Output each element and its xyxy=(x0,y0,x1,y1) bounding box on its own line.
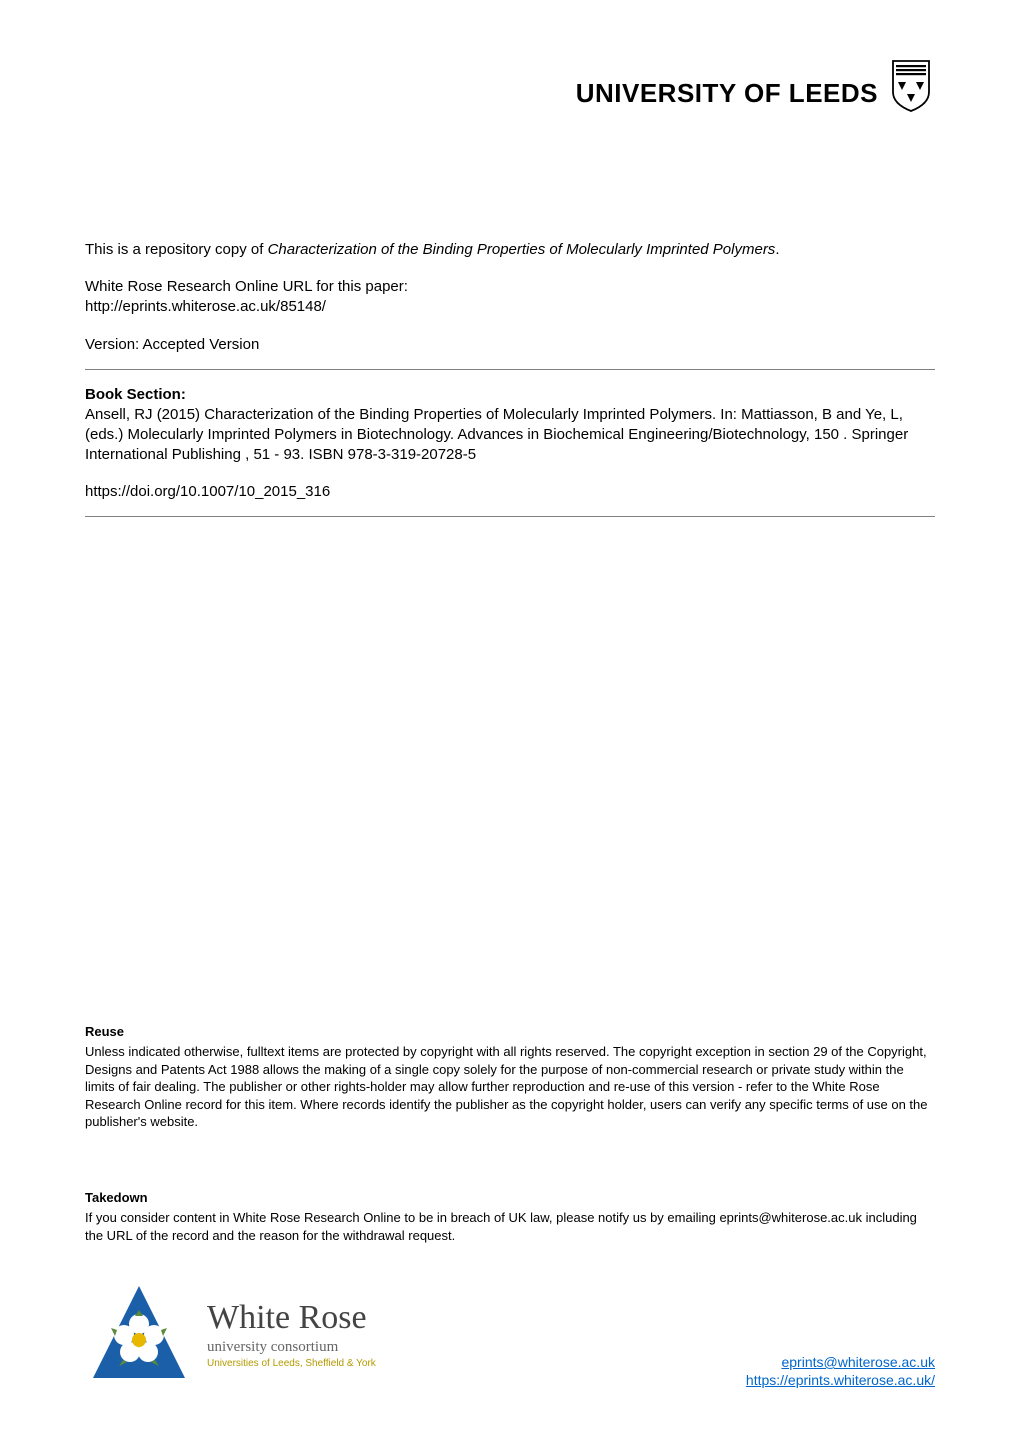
url-value: http://eprints.whiterose.ac.uk/85148/ xyxy=(85,297,935,317)
content-region: This is a repository copy of Characteriz… xyxy=(85,240,935,533)
section-body: Ansell, RJ (2015) Characterization of th… xyxy=(85,405,935,466)
leeds-shield-icon xyxy=(892,60,930,112)
footer-text-block: White Rose university consortium Univers… xyxy=(207,1299,376,1369)
white-rose-icon xyxy=(85,1280,193,1388)
reuse-body: Unless indicated otherwise, fulltext ite… xyxy=(85,1043,935,1131)
footer-links: eprints@whiterose.ac.uk https://eprints.… xyxy=(746,1354,935,1388)
intro-prefix: This is a repository copy of xyxy=(85,241,268,258)
university-logo-text: UNIVERSITY OF LEEDS xyxy=(576,80,878,106)
footer: White Rose university consortium Univers… xyxy=(85,1280,935,1388)
footer-logo-title: White Rose xyxy=(207,1299,376,1337)
section-heading: Book Section: xyxy=(85,386,935,403)
paper-title: Characterization of the Binding Properti… xyxy=(268,241,776,258)
footer-website-link[interactable]: https://eprints.whiterose.ac.uk/ xyxy=(746,1372,935,1388)
takedown-body: If you consider content in White Rose Re… xyxy=(85,1209,935,1244)
header: UNIVERSITY OF LEEDS xyxy=(576,60,930,112)
doi-link: https://doi.org/10.1007/10_2015_316 xyxy=(85,483,935,500)
reuse-section: Reuse Unless indicated otherwise, fullte… xyxy=(85,1024,935,1131)
version-label: Version: Accepted Version xyxy=(85,336,935,353)
intro-text: This is a repository copy of Characteriz… xyxy=(85,240,935,260)
footer-email-link[interactable]: eprints@whiterose.ac.uk xyxy=(781,1354,935,1370)
logo-text-container: UNIVERSITY OF LEEDS xyxy=(576,60,878,112)
footer-logo: White Rose university consortium Univers… xyxy=(85,1280,376,1388)
divider-bottom xyxy=(85,516,935,517)
footer-logo-tertiary: Universities of Leeds, Sheffield & York xyxy=(207,1358,376,1369)
divider-top xyxy=(85,369,935,370)
takedown-heading: Takedown xyxy=(85,1190,935,1205)
reuse-heading: Reuse xyxy=(85,1024,935,1039)
url-label: White Rose Research Online URL for this … xyxy=(85,278,935,295)
footer-logo-subtitle: university consortium xyxy=(207,1339,376,1356)
takedown-section: Takedown If you consider content in Whit… xyxy=(85,1190,935,1244)
intro-suffix: . xyxy=(775,241,779,258)
